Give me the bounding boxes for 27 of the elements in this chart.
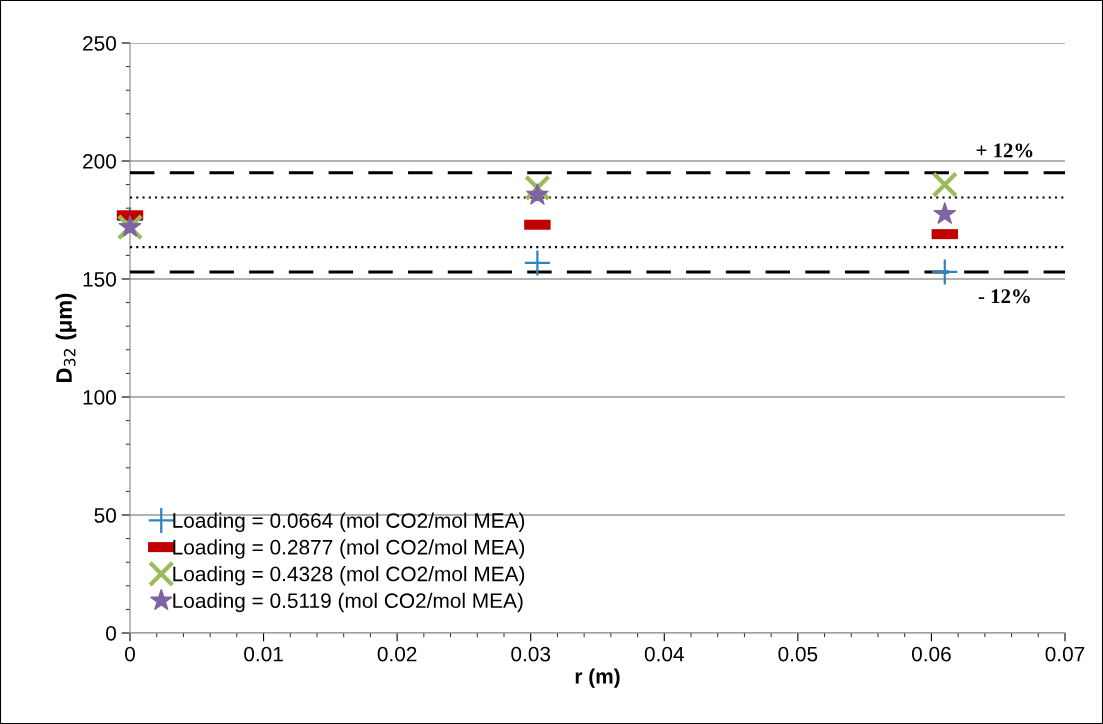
legend-label: Loading = 0.2877 (mol CO2/mol MEA) (173, 539, 525, 559)
x-tick-label: 0.03 (511, 646, 551, 662)
legend-label: Loading = 0.5119 (mol CO2/mol MEA) (173, 592, 523, 613)
x-tick-label: 0.05 (778, 646, 818, 662)
x-axis-title: r (m) (575, 668, 620, 688)
x-tick-label: 0.06 (911, 646, 951, 662)
legend-label: Loading = 0.0664 (mol CO2/mol MEA) (173, 512, 525, 533)
point (932, 259, 958, 285)
y-tick-label: 150 (83, 272, 116, 287)
y-tick-label: 100 (83, 390, 116, 405)
legend-label: Loading = 0.4328 (mol CO2/mol MEA) (173, 566, 525, 586)
annotation: - 12% (978, 289, 1030, 304)
y-tick-label: 250 (83, 36, 116, 51)
point (526, 183, 549, 205)
x-tick-label: 0.04 (644, 646, 684, 662)
y-axis-title: D$_{32}$ (μm) (55, 293, 77, 383)
y-tick-label: 0 (106, 626, 116, 641)
x-tick-label: 0.01 (244, 646, 283, 662)
x-tick-label: 0 (125, 646, 135, 662)
x-tick-label: 0.02 (377, 646, 417, 662)
point (933, 202, 957, 224)
point (931, 171, 958, 198)
annotation: + 12% (976, 143, 1033, 158)
x-tick-label: 0.07 (1045, 646, 1085, 662)
y-tick-label: 200 (83, 154, 116, 169)
y-tick-label: 50 (94, 508, 116, 523)
point (524, 250, 550, 276)
